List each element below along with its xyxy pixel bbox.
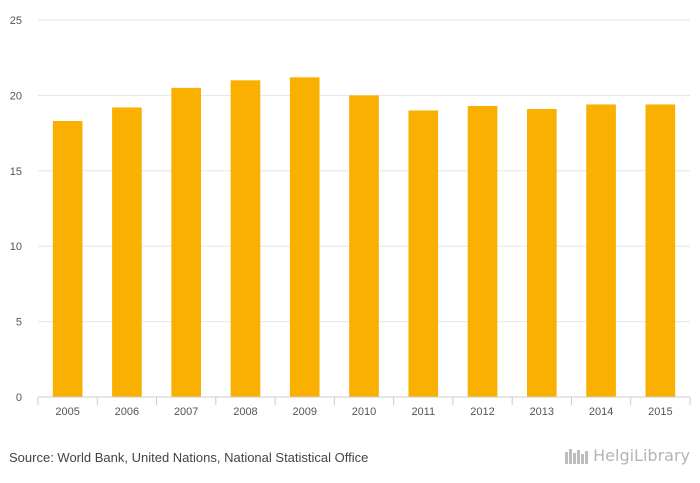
x-tick-label: 2009 [292,406,316,418]
bar-2010 [349,95,379,398]
x-axis-ticks: 2005 2006 2007 2008 2009 2010 2011 2012 2013 2014… [37,397,691,418]
bars [52,77,676,398]
bar-2015 [645,104,676,397]
source-note: Source: World Bank, United Nations, Nati… [9,450,369,465]
x-tick-label: 2005 [55,406,79,418]
bar-2012 [467,105,498,398]
logo-text: HelgiLibrary [593,446,690,465]
x-tick-label: 2013 [530,406,554,418]
y-tick-label: 10 [10,241,22,253]
library-icon [565,448,589,464]
y-tick-label: 25 [10,15,22,27]
helgilibrary-logo: HelgiLibrary [564,446,690,465]
x-tick-label: 2010 [352,406,376,418]
x-tick-label: 2011 [411,406,435,418]
y-tick-label: 20 [10,90,22,102]
bar-2014 [586,104,616,397]
x-tick-label: 2012 [470,406,494,418]
y-tick-label: 15 [10,166,22,178]
x-tick-label: 2014 [589,406,613,418]
y-tick-label: 5 [16,317,22,329]
x-tick-label: 2006 [115,406,139,418]
y-axis-ticks: 0 5 10 15 20 25 [10,15,22,404]
bar-2013 [527,108,557,398]
x-tick-label: 2007 [174,406,198,418]
bar-2007 [171,87,201,398]
bar-2005 [52,121,83,397]
x-tick-label: 2008 [233,406,257,418]
bar-2006 [112,107,142,398]
bar-2011 [408,110,439,397]
bar-2009 [289,77,320,397]
bar-2008 [230,80,261,397]
x-tick-label: 2015 [648,406,672,418]
y-tick-label: 0 [16,392,22,404]
